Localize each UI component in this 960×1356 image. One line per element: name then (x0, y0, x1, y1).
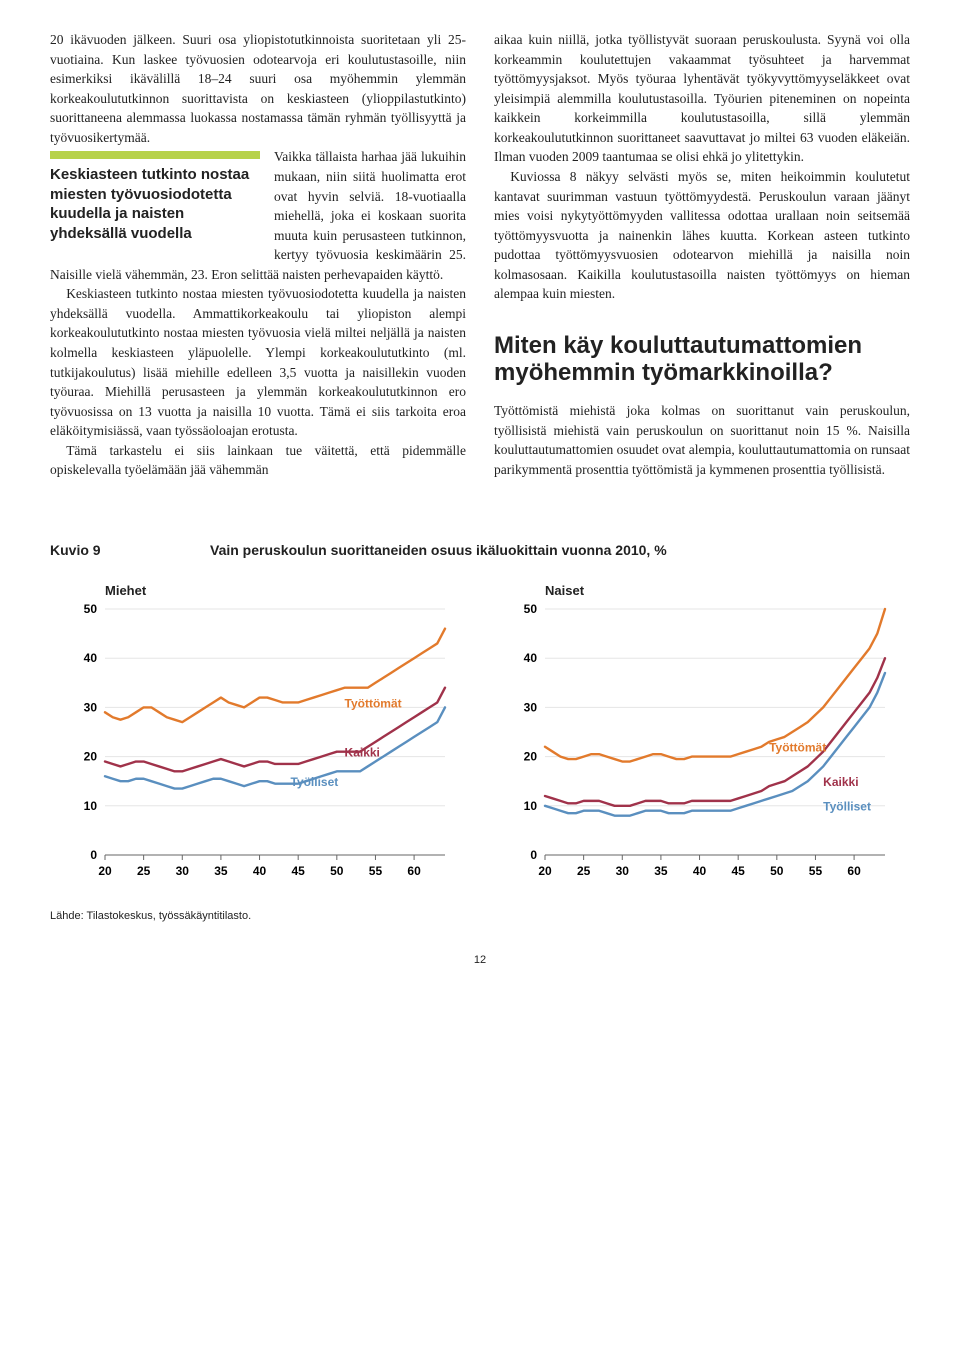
figure-header: Kuvio 9 Vain peruskoulun suorittaneiden … (50, 540, 910, 560)
section-heading: Miten käy kouluttautumattomien myöhemmin… (494, 332, 910, 387)
svg-text:40: 40 (84, 651, 98, 665)
svg-text:55: 55 (809, 864, 823, 878)
svg-text:30: 30 (84, 700, 98, 714)
para-text: 20 ikävuoden jälkeen. Suuri osa yliopist… (50, 32, 466, 145)
chart-miehet: Miehet 0 10 20 30 40 50 20 25 30 35 40 45 50 55 60 Työt… (65, 582, 455, 888)
svg-text:Kaikki: Kaikki (345, 746, 380, 760)
body-text: 20 ikävuoden jälkeen. Suuri osa yliopist… (50, 30, 466, 147)
figure-source: Lähde: Tilastokeskus, työssäkäyntitilast… (50, 909, 910, 925)
svg-text:45: 45 (292, 864, 306, 878)
body-text: Kuviossa 8 näkyy selvästi myös se, miten… (494, 167, 910, 304)
chart-naiset: Naiset 0 10 20 30 40 50 20 25 30 35 40 45 50 55 60 Työt… (505, 582, 895, 888)
figure-label: Kuvio 9 (50, 540, 150, 560)
svg-text:20: 20 (98, 864, 112, 878)
svg-text:50: 50 (524, 603, 538, 616)
svg-text:40: 40 (524, 651, 538, 665)
svg-text:60: 60 (847, 864, 861, 878)
text-columns: 20 ikävuoden jälkeen. Suuri osa yliopist… (50, 30, 910, 480)
svg-text:60: 60 (407, 864, 421, 878)
page-number: 12 (50, 953, 910, 969)
svg-text:25: 25 (137, 864, 151, 878)
svg-text:50: 50 (84, 603, 98, 616)
figure-title: Vain peruskoulun suorittaneiden osuus ik… (210, 540, 667, 560)
right-column: aikaa kuin niillä, jotka työllistyvät su… (494, 30, 910, 480)
svg-text:Työlliset: Työlliset (290, 775, 338, 789)
svg-text:25: 25 (577, 864, 591, 878)
svg-text:30: 30 (176, 864, 190, 878)
svg-text:50: 50 (330, 864, 344, 878)
svg-text:10: 10 (524, 799, 538, 813)
svg-text:45: 45 (732, 864, 746, 878)
svg-text:20: 20 (84, 750, 98, 764)
svg-text:30: 30 (616, 864, 630, 878)
body-text: Keskiasteen tutkinto nostaa miesten työv… (50, 284, 466, 441)
charts-row: Miehet 0 10 20 30 40 50 20 25 30 35 40 45 50 55 60 Työt… (50, 582, 910, 888)
pullquote-block: Keskiasteen tutkinto nostaa miesten työv… (50, 151, 260, 243)
svg-text:35: 35 (654, 864, 668, 878)
svg-text:Työttömät: Työttömät (769, 741, 826, 755)
svg-text:0: 0 (90, 848, 97, 862)
left-column: 20 ikävuoden jälkeen. Suuri osa yliopist… (50, 30, 466, 480)
svg-text:20: 20 (538, 864, 552, 878)
svg-text:55: 55 (369, 864, 383, 878)
chart-title-miehet: Miehet (105, 582, 455, 601)
chart-title-naiset: Naiset (545, 582, 895, 601)
svg-text:0: 0 (530, 848, 537, 862)
svg-text:35: 35 (214, 864, 228, 878)
svg-text:Työttömät: Työttömät (345, 696, 402, 710)
svg-text:30: 30 (524, 700, 538, 714)
pullquote-accent (50, 151, 260, 159)
pullquote-text: Keskiasteen tutkinto nostaa miesten työv… (50, 165, 260, 243)
svg-text:20: 20 (524, 750, 538, 764)
svg-text:Kaikki: Kaikki (823, 775, 858, 789)
svg-text:Työlliset: Työlliset (823, 800, 871, 814)
body-text: Tämä tarkastelu ei siis lainkaan tue väi… (50, 441, 466, 480)
figure-9: Kuvio 9 Vain peruskoulun suorittaneiden … (50, 540, 910, 925)
svg-text:40: 40 (693, 864, 707, 878)
body-text: Työttömistä miehistä joka kolmas on suor… (494, 401, 910, 479)
body-text: aikaa kuin niillä, jotka työllistyvät su… (494, 30, 910, 167)
chart-svg-naiset: 0 10 20 30 40 50 20 25 30 35 40 45 50 55 60 Työttömät Ka… (505, 603, 895, 883)
svg-text:40: 40 (253, 864, 267, 878)
chart-svg-miehet: 0 10 20 30 40 50 20 25 30 35 40 45 50 55 60 Työttömät Ka… (65, 603, 455, 883)
svg-text:50: 50 (770, 864, 784, 878)
svg-text:10: 10 (84, 799, 98, 813)
